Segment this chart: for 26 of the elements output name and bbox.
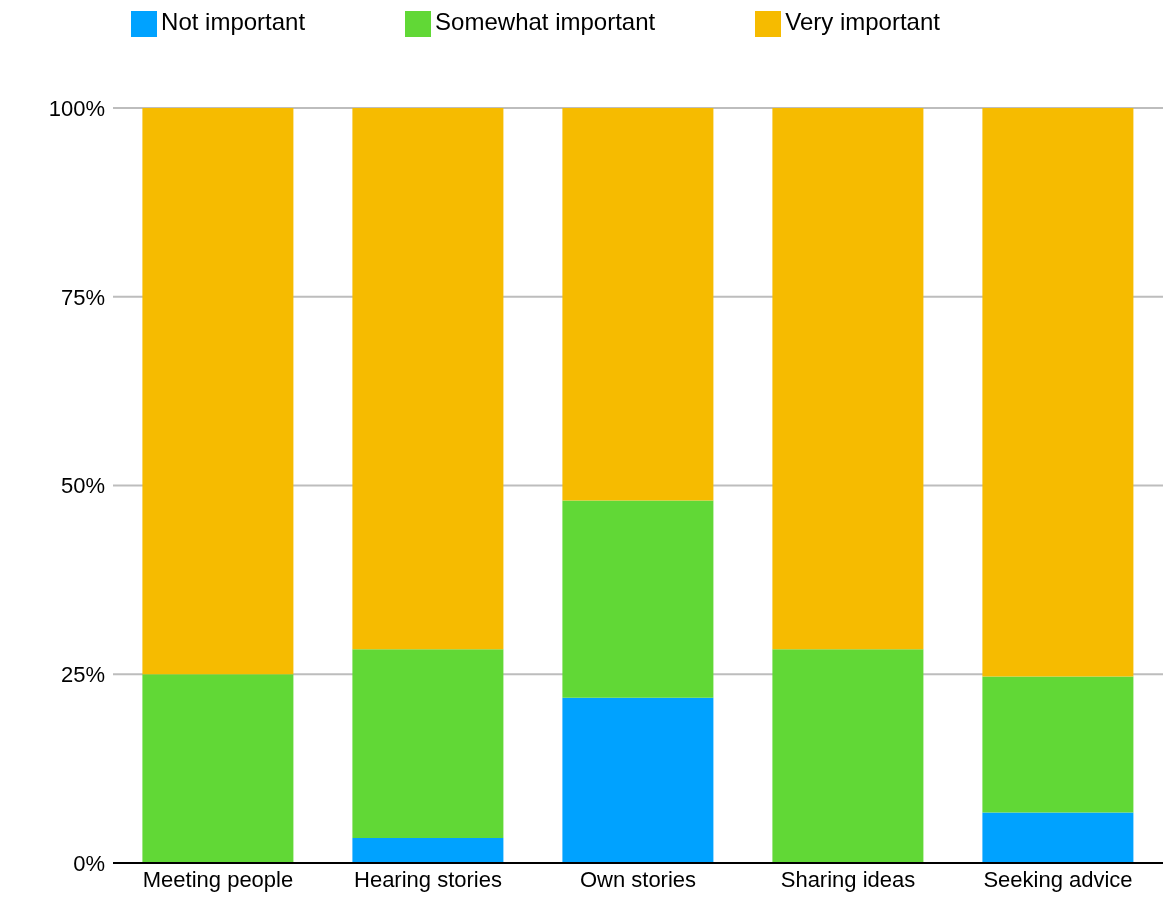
legend-label: Very important [785, 8, 940, 35]
y-tick-label: 0% [73, 850, 105, 876]
bar [142, 108, 294, 675]
bar [982, 108, 1134, 677]
bar [982, 676, 1134, 813]
bar [352, 838, 504, 863]
bar [772, 649, 924, 863]
y-tick-label: 50% [60, 473, 105, 499]
y-tick-label: 75% [60, 284, 105, 310]
bar [142, 674, 294, 863]
bar [562, 108, 714, 501]
legend-label: Not important [161, 8, 306, 35]
bar [562, 500, 714, 698]
bar [352, 649, 504, 839]
bar [562, 697, 714, 863]
x-tick-label: Sharing ideas [780, 866, 916, 892]
bar [982, 812, 1134, 863]
y-tick-label: 25% [60, 662, 105, 688]
x-tick-label: Seeking advice [983, 866, 1133, 892]
bar [772, 108, 924, 650]
x-tick-label: Meeting people [142, 866, 294, 892]
legend-label: Somewhat important [435, 8, 656, 35]
bar [352, 108, 504, 650]
x-tick-label: Hearing stories [354, 866, 502, 892]
x-tick-label: Own stories [579, 866, 697, 892]
y-tick-label: 100% [48, 95, 105, 121]
